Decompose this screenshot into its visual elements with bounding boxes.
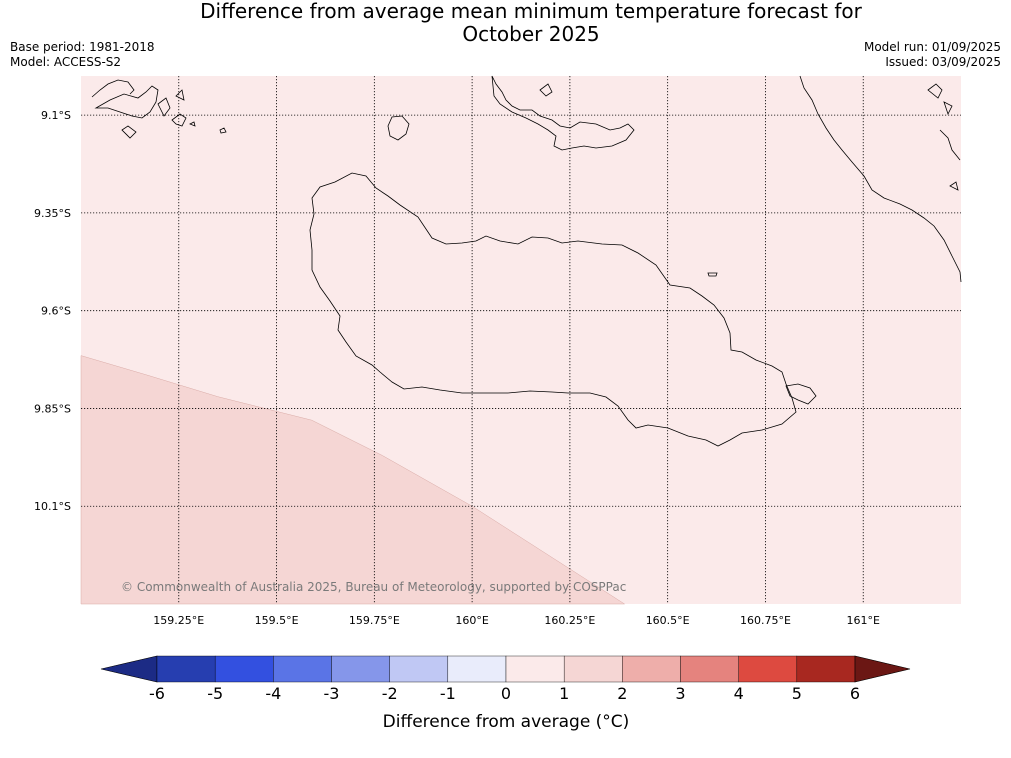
colorbar-label-11: 5	[792, 684, 802, 703]
lat-label-0: 9.1°S	[41, 109, 71, 122]
colorbar-extend-low	[100, 655, 158, 683]
meta-left: Base period: 1981-2018 Model: ACCESS-S2	[10, 40, 155, 70]
lon-label-5: 160.5°E	[646, 614, 690, 627]
title-line-2: October 2025	[462, 22, 600, 46]
colorbar-bin-11	[796, 655, 856, 683]
lat-label-1: 9.35°S	[34, 207, 71, 220]
colorbar-title: Difference from average (°C)	[383, 712, 630, 732]
colorbar-bin-9	[680, 655, 739, 683]
graticule	[81, 76, 961, 604]
colorbar-label-5: -1	[440, 684, 456, 703]
colorbar-bin-2	[273, 655, 332, 683]
lon-label-7: 161°E	[846, 614, 879, 627]
meta-right: Model run: 01/09/2025 Issued: 03/09/2025	[864, 40, 1001, 70]
coast-island-main	[309, 172, 797, 447]
lat-label-3: 9.85°S	[34, 402, 71, 415]
colorbar-bin-0	[156, 655, 216, 683]
copyright-notice: © Commonwealth of Australia 2025, Bureau…	[121, 580, 626, 594]
lat-label-4: 10.1°S	[34, 500, 71, 513]
lon-label-4: 160.25°E	[544, 614, 595, 627]
coast-islet-small	[707, 272, 718, 277]
colorbar-bin-5	[447, 655, 507, 683]
model-name: Model: ACCESS-S2	[10, 55, 122, 69]
colorbar-label-6: 0	[501, 684, 511, 703]
colorbar-label-10: 4	[734, 684, 744, 703]
colorbar-bin-7	[563, 655, 623, 683]
colorbar-extend-high	[854, 655, 911, 683]
coastlines	[91, 75, 962, 447]
colorbar-label-0: -6	[149, 684, 165, 703]
coast-east-coast	[799, 75, 962, 283]
colorbar-label-8: 2	[617, 684, 627, 703]
colorbar-tick-labels: -6 -5 -4 -3 -2 -1 0 1 2 3 4 5 6	[149, 684, 860, 703]
lon-label-1: 159.5°E	[255, 614, 299, 627]
model-run: Model run: 01/09/2025	[863, 40, 1001, 54]
colorbar-label-12: 6	[850, 684, 860, 703]
latitude-tick-labels: 9.1°S 9.35°S 9.6°S 9.85°S 10.1°S	[34, 109, 71, 513]
colorbar-label-3: -3	[324, 684, 340, 703]
colorbar-bin-3	[331, 655, 390, 683]
coast-islet-north	[387, 115, 410, 141]
colorbar-bin-6	[505, 655, 565, 683]
coast-islet-east	[785, 383, 817, 405]
colorbar-bin-4	[389, 655, 449, 683]
issued-date: Issued: 03/09/2025	[885, 55, 1001, 69]
colorbar-bin-8	[622, 655, 681, 683]
lon-label-0: 159.25°E	[153, 614, 204, 627]
colorbar-label-7: 1	[559, 684, 569, 703]
anomaly-region-1-to-2	[80, 355, 626, 605]
map-panel: 159.25°E 159.5°E 159.75°E 160°E 160.25°E 160.…	[34, 75, 962, 627]
base-period: Base period: 1981-2018	[10, 40, 155, 54]
lon-label-2: 159.75°E	[349, 614, 400, 627]
title-line-1: Difference from average mean minimum tem…	[200, 0, 862, 23]
colorbar-label-1: -5	[207, 684, 223, 703]
lon-label-3: 160°E	[455, 614, 488, 627]
colorbar-label-2: -4	[265, 684, 281, 703]
lat-label-2: 9.6°S	[41, 305, 71, 318]
map-title: Difference from average mean minimum tem…	[0, 0, 1011, 46]
colorbar-bin-10	[738, 655, 798, 683]
coast-nw-islands	[91, 79, 227, 139]
colorbar-label-9: 3	[675, 684, 685, 703]
colorbar	[100, 655, 911, 683]
coast-north-islands	[491, 75, 635, 151]
lon-label-6: 160.75°E	[740, 614, 791, 627]
longitude-tick-labels: 159.25°E 159.5°E 159.75°E 160°E 160.25°E 160.…	[153, 614, 880, 627]
colorbar-label-4: -2	[382, 684, 398, 703]
colorbar-bin-1	[214, 655, 274, 683]
